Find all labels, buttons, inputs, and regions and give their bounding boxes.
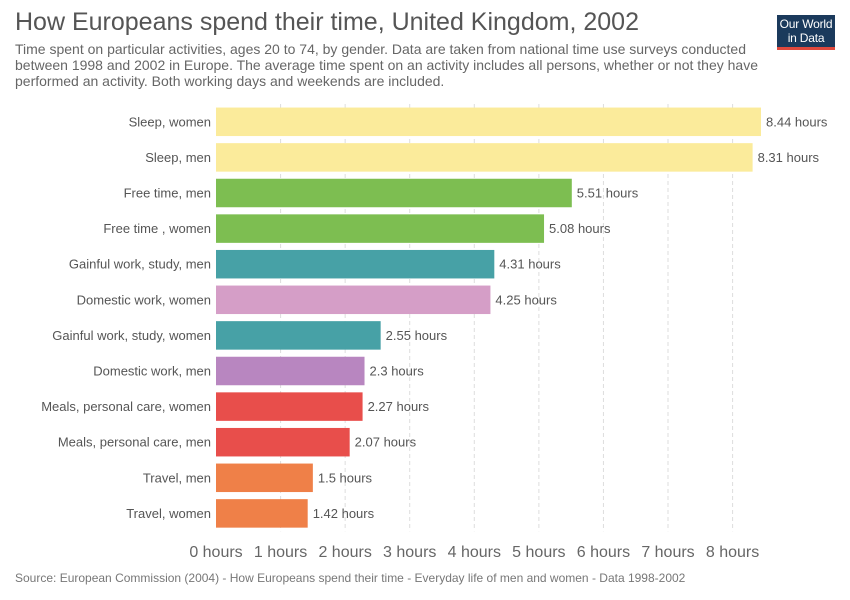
bar[interactable] xyxy=(216,178,572,208)
bar[interactable] xyxy=(216,107,761,137)
x-tick-label: 3 hours xyxy=(383,544,436,561)
x-tick-label: 6 hours xyxy=(577,544,630,561)
value-label: 8.44 hours xyxy=(766,114,828,129)
value-label: 2.3 hours xyxy=(370,364,425,379)
category-label: Meals, personal care, men xyxy=(58,435,211,450)
x-axis-ticks: 0 hours 1 hours 2 hours 3 hours 4 hours 5 hou… xyxy=(189,544,759,561)
grid-lines xyxy=(280,104,734,532)
logo-line-1: Our World xyxy=(779,17,833,31)
category-label: Gainful work, study, women xyxy=(52,328,211,343)
value-label: 1.42 hours xyxy=(313,506,375,521)
category-label: Domestic work, men xyxy=(93,364,211,379)
bar[interactable] xyxy=(216,321,381,350)
x-tick-label: 1 hours xyxy=(254,544,307,561)
category-label: Domestic work, women xyxy=(77,292,211,307)
value-labels: 8.44 hours 8.31 hours 5.51 hours 5.08 hours… xyxy=(313,114,828,521)
value-label: 8.31 hours xyxy=(758,150,820,165)
logo-line-2: in Data xyxy=(787,31,825,45)
value-label: 4.31 hours xyxy=(499,257,561,272)
category-label: Travel, women xyxy=(126,506,211,521)
value-label: 5.51 hours xyxy=(577,186,639,201)
bar[interactable] xyxy=(216,285,491,315)
bar[interactable] xyxy=(216,427,350,457)
bar[interactable] xyxy=(216,499,308,528)
chart-title: How Europeans spend their time, United K… xyxy=(15,8,639,36)
category-label: Sleep, women xyxy=(129,114,211,129)
category-label: Gainful work, study, men xyxy=(69,257,211,272)
category-labels: Sleep, women Sleep, men Free time, men Free… xyxy=(41,114,211,521)
bar[interactable] xyxy=(216,463,313,493)
bar[interactable] xyxy=(216,143,753,172)
bar[interactable] xyxy=(216,356,365,386)
x-tick-label: 4 hours xyxy=(448,544,501,561)
category-label: Free time , women xyxy=(103,221,211,236)
x-tick-label: 2 hours xyxy=(318,544,371,561)
value-label: 2.55 hours xyxy=(386,328,448,343)
category-label: Sleep, men xyxy=(145,150,211,165)
x-tick-label: 8 hours xyxy=(706,544,759,561)
owid-logo[interactable]: Our World in Data xyxy=(777,15,835,50)
chart-subtitle: Time spent on particular activities, age… xyxy=(15,41,758,89)
value-label: 1.5 hours xyxy=(318,470,373,485)
x-tick-label: 7 hours xyxy=(641,544,694,561)
category-label: Meals, personal care, women xyxy=(41,399,211,414)
value-label: 2.27 hours xyxy=(368,399,430,414)
bar[interactable] xyxy=(216,249,495,279)
x-tick-label: 5 hours xyxy=(512,544,565,561)
category-label: Free time, men xyxy=(124,186,211,201)
bar[interactable] xyxy=(216,392,363,421)
source-note: Source: European Commission (2004) - How… xyxy=(15,571,686,585)
bars xyxy=(216,107,761,528)
x-tick-label: 0 hours xyxy=(189,544,242,561)
bar[interactable] xyxy=(216,214,545,243)
category-label: Travel, men xyxy=(143,470,211,485)
value-label: 4.25 hours xyxy=(495,292,557,307)
value-label: 5.08 hours xyxy=(549,221,611,236)
value-label: 2.07 hours xyxy=(355,435,417,450)
